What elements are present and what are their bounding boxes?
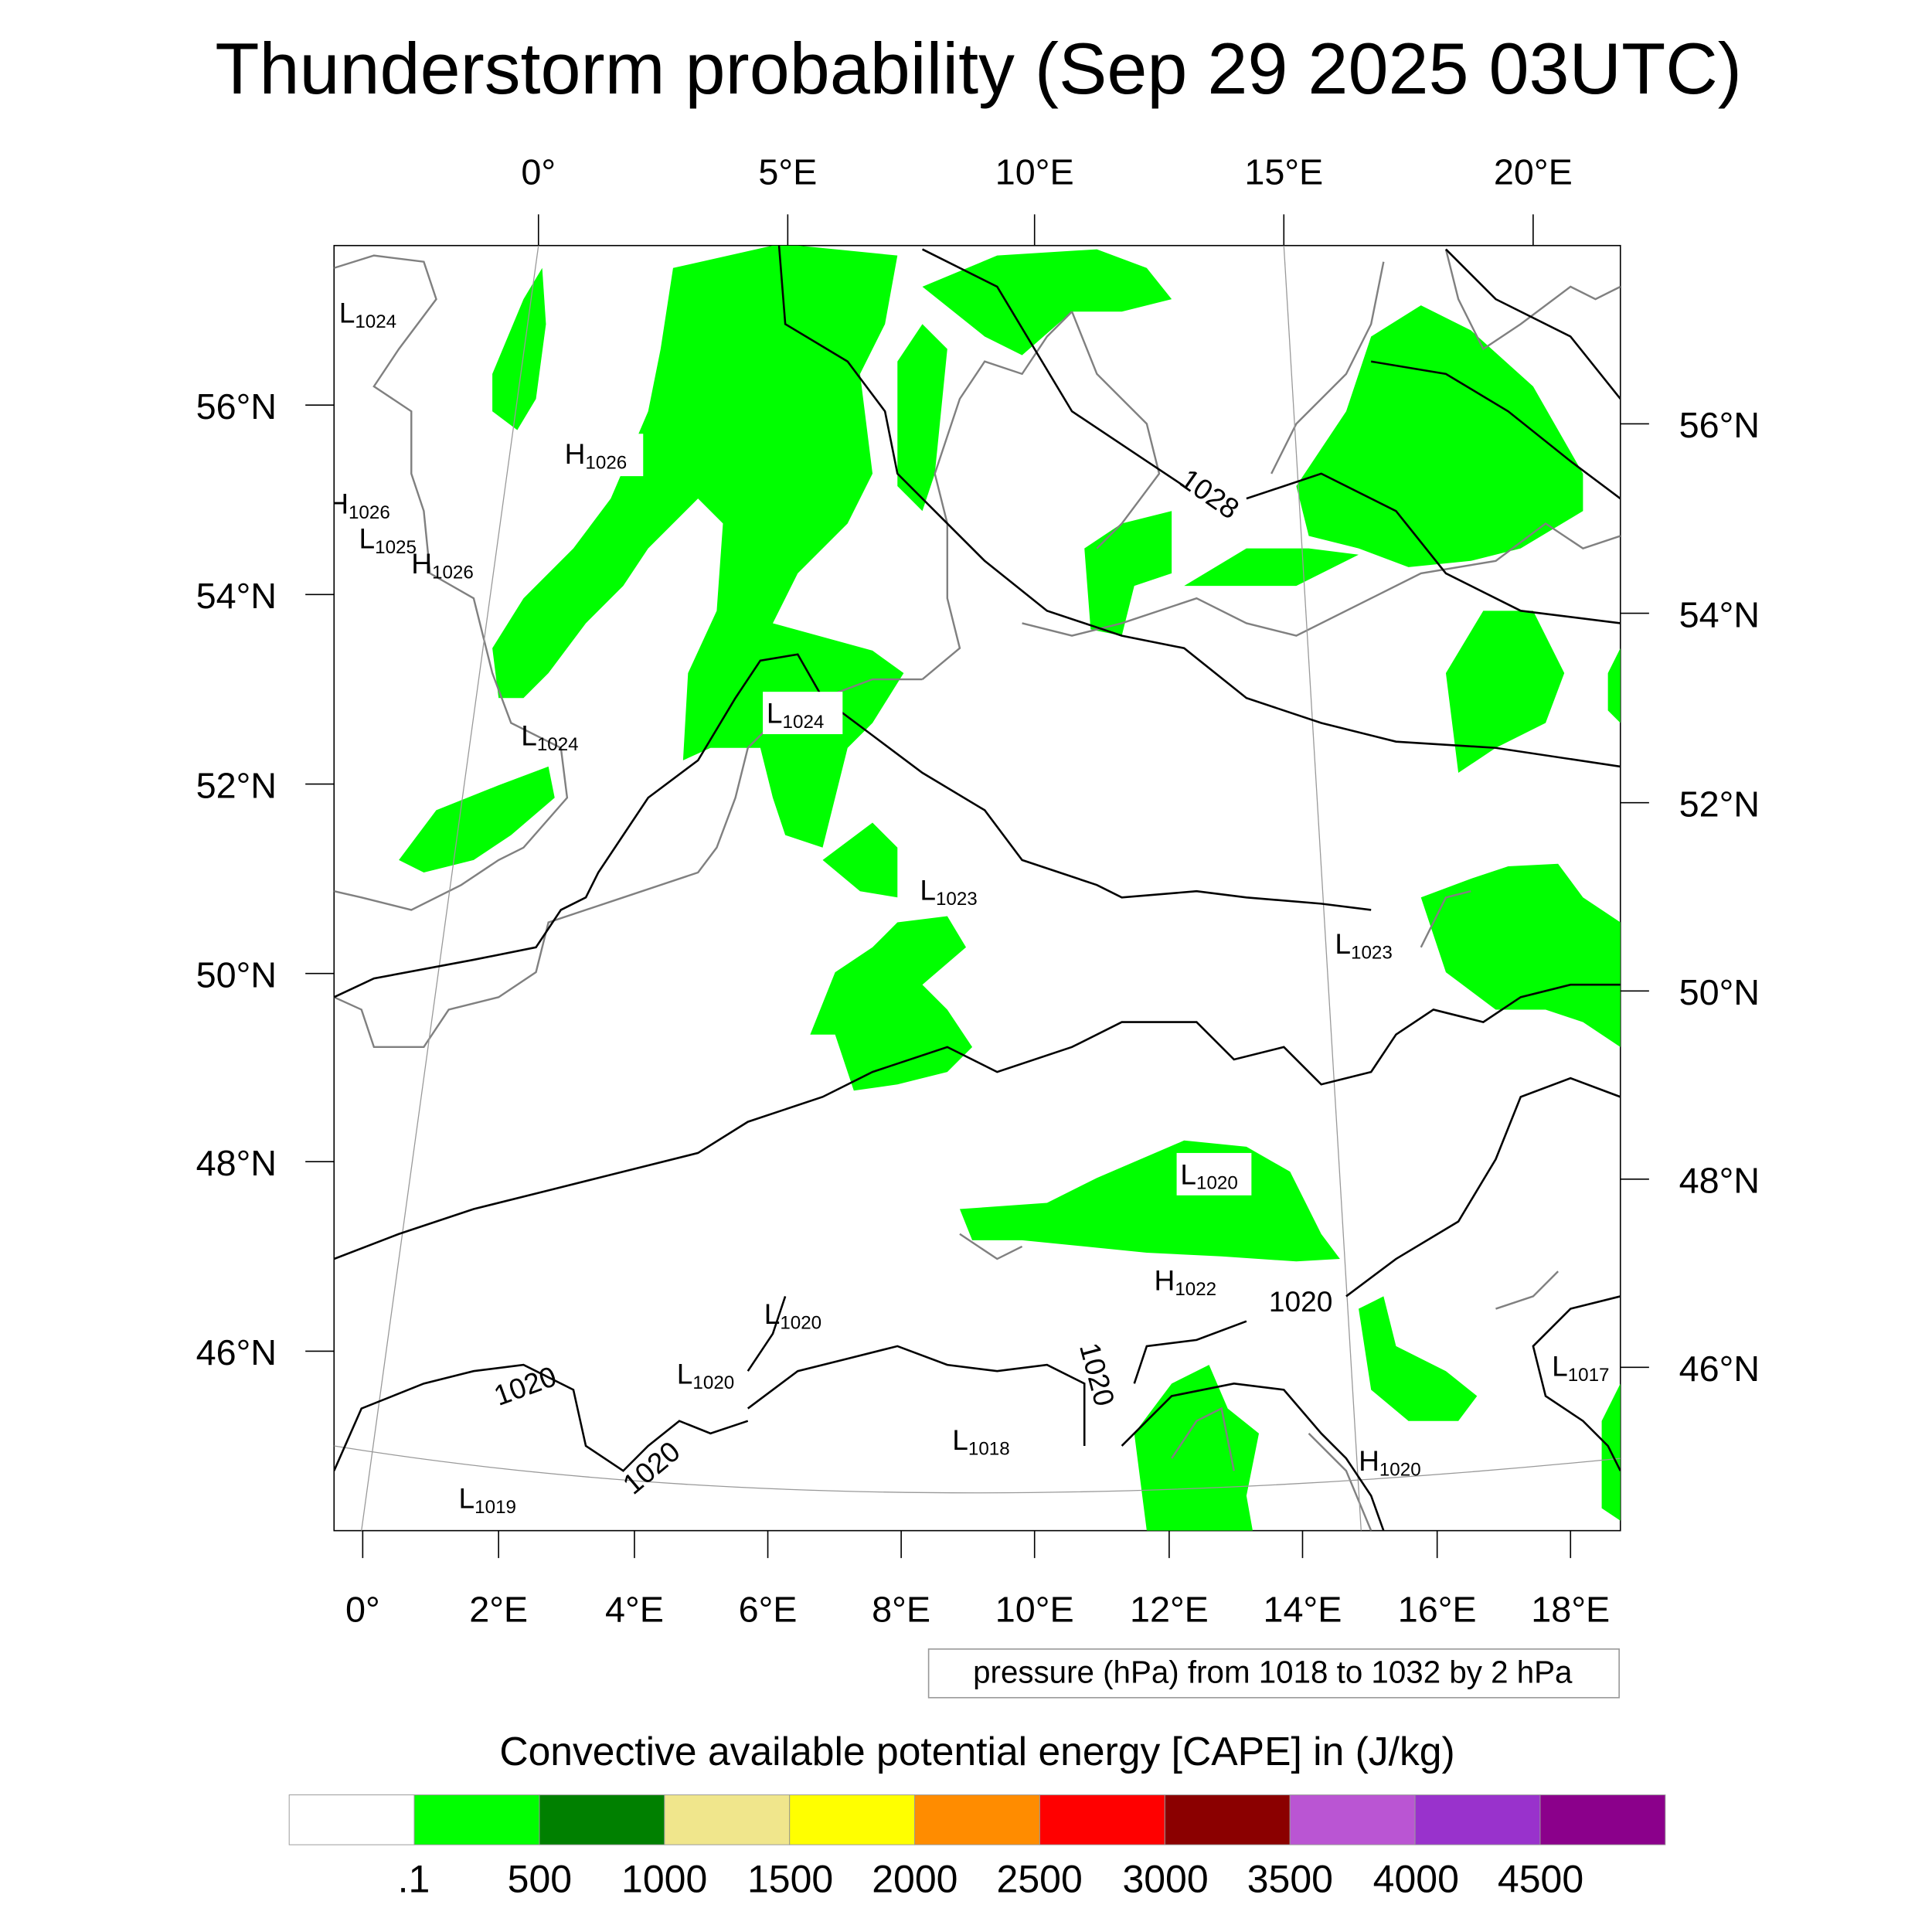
lat-tick-label: 54°N [1679, 594, 1760, 634]
lat-tick-label: 54°N [196, 576, 277, 616]
colorbar-swatch [1539, 1794, 1666, 1845]
cape-area [922, 249, 1172, 355]
pressure-center-label: L1025 [359, 522, 417, 558]
colorbar-label: 4000 [1373, 1857, 1459, 1900]
left-lat-labels: 56°N 54°N 52°N 50°N 48°N 46°N [196, 386, 277, 1372]
colorbar-swatch [539, 1794, 665, 1845]
lon-tick-label: 0° [345, 1589, 380, 1629]
bottom-lon-labels: 0° 2°E 4°E 6°E 8°E 10°E 12°E 14°E 16°E 1… [345, 1589, 1610, 1629]
lat-tick-label: 50°N [196, 954, 277, 995]
colorbar-label: .1 [398, 1857, 430, 1900]
pressure-center-label: L1018 [952, 1423, 1009, 1459]
lon-tick-label: 0° [521, 152, 556, 192]
colorbar-swatch [1039, 1794, 1165, 1845]
lon-tick-label: 14°E [1264, 1589, 1342, 1629]
colorbar-label: 1000 [621, 1857, 707, 1900]
colorbar-swatch [413, 1794, 540, 1845]
colorbar-swatch [1414, 1794, 1541, 1845]
colorbar-label: 4500 [1498, 1857, 1583, 1900]
colorbar-swatch [789, 1794, 916, 1845]
lat-tick-label: 56°N [1679, 405, 1760, 445]
cape-area [399, 766, 555, 873]
lat-tick-label: 50°N [1679, 972, 1760, 1012]
pressure-center-label: L1020 [1180, 1158, 1237, 1193]
pressure-center-label: H1026 [565, 437, 628, 473]
lon-tick-label: 20°E [1494, 152, 1573, 192]
colorbar-labels: .1 500 1000 1500 2000 2500 3000 3500 400… [398, 1857, 1584, 1900]
pressure-center-label: H1026 [328, 488, 390, 523]
lon-tick-label: 8°E [872, 1589, 930, 1629]
colorbar-swatch [288, 1794, 415, 1845]
lat-tick-label: 52°N [196, 765, 277, 805]
cape-area [1296, 305, 1583, 567]
lon-tick-label: 6°E [739, 1589, 798, 1629]
pressure-center-label: H1020 [1359, 1444, 1421, 1480]
cape-area [1084, 511, 1172, 636]
cape-area [1607, 648, 1621, 723]
cape-area [810, 916, 973, 1091]
lon-tick-label: 4°E [605, 1589, 664, 1629]
colorbar [288, 1794, 1666, 1845]
cape-area [897, 324, 947, 512]
pressure-center-label: L1023 [1335, 927, 1392, 963]
colorbar-swatch [1289, 1794, 1416, 1845]
top-lon-labels: 0° 5°E 10°E 15°E 20°E [521, 152, 1572, 192]
lon-tick-label: 16°E [1398, 1589, 1477, 1629]
colorbar-label: 2000 [872, 1857, 957, 1900]
pressure-center-label: H1026 [411, 547, 474, 583]
colorbar-title: Convective available potential energy [C… [499, 1729, 1454, 1774]
lat-tick-label: 48°N [1679, 1161, 1760, 1201]
map-panel: L1024 H1026 H1026 L1025 H1026 L1024 L102… [328, 244, 1621, 1532]
chart-title: Thunderstorm probability (Sep 29 2025 03… [215, 28, 1742, 109]
colorbar-label: 1500 [747, 1857, 833, 1900]
colorbar-label: 2500 [997, 1857, 1083, 1900]
colorbar-swatch [1164, 1794, 1291, 1845]
pressure-center-label: L1024 [767, 696, 824, 732]
pressure-center-label: L1019 [459, 1482, 516, 1518]
pressure-center-label: H1022 [1155, 1264, 1217, 1299]
contour-info-box: pressure (hPa) from 1018 to 1032 by 2 hP… [927, 1648, 1620, 1699]
contour-label: 1020 [1269, 1285, 1332, 1318]
pressure-center-label: L1020 [764, 1298, 821, 1333]
colorbar-swatch [664, 1794, 791, 1845]
lon-tick-label: 12°E [1130, 1589, 1209, 1629]
colorbar-swatch [914, 1794, 1040, 1845]
lat-tick-label: 48°N [196, 1143, 277, 1183]
pressure-center-label: L1017 [1552, 1350, 1609, 1386]
pressure-center-label: L1020 [677, 1357, 734, 1393]
lon-tick-label: 2°E [469, 1589, 528, 1629]
cape-area [822, 822, 898, 898]
lon-tick-label: 18°E [1531, 1589, 1610, 1629]
lat-tick-label: 46°N [196, 1332, 277, 1372]
right-lat-labels: 56°N 54°N 52°N 50°N 48°N 46°N [1679, 405, 1760, 1389]
lon-tick-label: 10°E [995, 152, 1074, 192]
axis-ticks [305, 214, 1649, 1559]
contour-info-text: pressure (hPa) from 1018 to 1032 by 2 hP… [973, 1654, 1573, 1689]
lat-tick-label: 56°N [196, 386, 277, 427]
pressure-center-label: L1024 [339, 297, 396, 332]
lat-tick-label: 46°N [1679, 1349, 1760, 1389]
cape-area [492, 267, 546, 430]
lon-tick-label: 15°E [1244, 152, 1323, 192]
cape-area [1359, 1296, 1478, 1421]
graticule [334, 245, 1621, 1531]
colorbar-label: 3000 [1122, 1857, 1208, 1900]
lat-tick-label: 52°N [1679, 784, 1760, 824]
cape-area [1420, 863, 1621, 1047]
lon-tick-label: 5°E [758, 152, 817, 192]
lon-tick-label: 10°E [995, 1589, 1074, 1629]
pressure-center-label: L1023 [920, 874, 977, 910]
isobars [334, 245, 1621, 1531]
cape-area [1445, 611, 1565, 773]
colorbar-label: 500 [508, 1857, 572, 1900]
pressure-center-label: L1024 [521, 719, 578, 755]
colorbar-label: 3500 [1247, 1857, 1333, 1900]
